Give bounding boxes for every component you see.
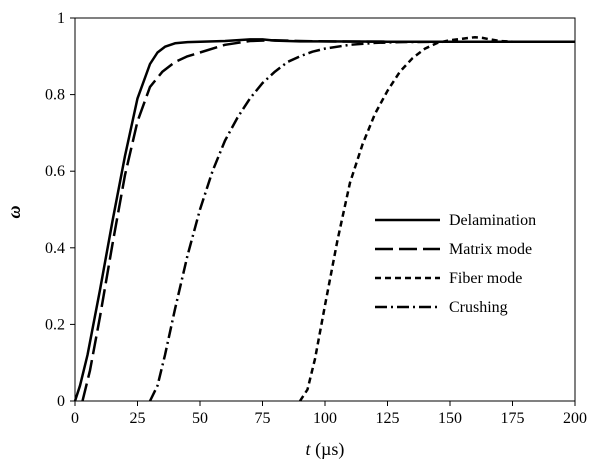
x-tick-label: 0: [71, 410, 79, 427]
legend-label: Matrix mode: [449, 241, 532, 258]
x-tick-label: 25: [130, 410, 146, 427]
x-axis-label-var: t: [306, 439, 312, 459]
x-tick-label: 75: [255, 410, 271, 427]
x-tick-label: 100: [313, 410, 337, 427]
tick-labels: 0 25 50 75 100 125 150 175 200 0 0.2 0.4 0.6 0.8 1: [45, 10, 587, 427]
y-tick-label: 0: [57, 393, 65, 410]
y-tick-label: 0.4: [45, 240, 65, 257]
x-tick-label: 50: [192, 410, 208, 427]
x-tick-label: 175: [501, 410, 525, 427]
legend-label: Crushing: [449, 299, 508, 316]
y-axis-label: ω: [4, 205, 24, 218]
y-tick-label: 1: [57, 10, 65, 27]
x-tick-label: 150: [438, 410, 462, 427]
legend-label: Fiber mode: [449, 270, 522, 287]
x-tick-label: 200: [563, 410, 587, 427]
y-tick-label: 0.8: [45, 87, 65, 104]
series-lines: [73, 35, 575, 402]
legend: Delamination Matrix mode Fiber mode Crushin…: [375, 212, 536, 316]
y-tick-label: 0.2: [45, 316, 65, 333]
series-line-fiber-mode: [298, 35, 575, 402]
x-axis-label: t (µs): [306, 439, 345, 460]
legend-label: Delamination: [449, 212, 536, 229]
y-tick-label: 0.6: [45, 163, 65, 180]
plot-frame: [74, 17, 576, 402]
axis-ticks: [70, 17, 576, 406]
x-axis-label-unit: (µs): [311, 439, 345, 460]
x-tick-label: 125: [376, 410, 400, 427]
